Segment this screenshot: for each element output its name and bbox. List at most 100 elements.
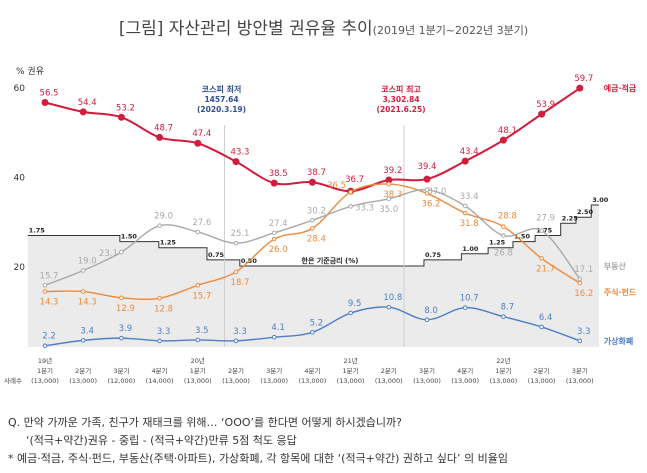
y-tick-label: 60 (14, 84, 26, 94)
x-quarter-label: 2분기 (381, 366, 397, 375)
base-rate-label: 0.75 (425, 251, 442, 259)
x-quarter-label: 1분기 (37, 366, 53, 375)
data-label: 3.5 (195, 326, 209, 336)
data-label: 10.7 (460, 294, 479, 304)
x-sample-size: (13,000) (184, 377, 212, 385)
kospi-annotation-text: 코스피 최저 (202, 84, 242, 94)
data-point (42, 289, 48, 294)
x-quarter-label: 4분기 (152, 366, 168, 375)
kospi-annotation-text: 1457.64 (204, 95, 238, 104)
data-point (501, 224, 506, 229)
data-point (461, 157, 469, 165)
data-label: 14.3 (40, 298, 59, 308)
data-label: 39.4 (418, 162, 437, 172)
subtitle-text: (2019년 1분기~2022년 3분기) (372, 24, 529, 37)
x-year-label: 22년 (496, 356, 510, 365)
data-point (577, 338, 583, 344)
data-label: 33.3 (355, 203, 374, 213)
x-quarter-label: 4분기 (304, 366, 320, 375)
chart-title: [그림] 자산관리 방안별 권유율 추이(2019년 1분기~2022년 3분기… (0, 14, 647, 39)
data-point (501, 233, 506, 238)
data-point (195, 282, 201, 288)
x-year-label: 20년 (191, 356, 205, 365)
base-rate-area (27, 205, 599, 347)
base-rate-label: 3.00 (592, 196, 609, 204)
x-quarter-label: 4분기 (457, 366, 473, 375)
data-point (577, 280, 583, 286)
data-point (80, 268, 86, 273)
data-label: 53.9 (536, 100, 555, 110)
data-label: 43.3 (231, 148, 250, 158)
data-point (271, 236, 277, 242)
data-label: 56.5 (40, 88, 59, 98)
x-sample-size: (13,000) (375, 377, 403, 385)
data-label: 53.2 (116, 103, 135, 113)
data-point (386, 304, 392, 310)
x-quarter-label: 3분기 (572, 366, 588, 375)
kospi-annotation-text: (2021.6.25) (377, 105, 426, 114)
data-label: 14.3 (78, 298, 97, 308)
data-point (232, 158, 240, 166)
data-label: 8.7 (501, 303, 515, 313)
data-label: 36.2 (422, 199, 441, 209)
data-label: 9.5 (348, 299, 362, 309)
data-point (538, 110, 546, 118)
series-legend-label: 주식·펀드 (604, 287, 637, 297)
data-point (499, 136, 507, 144)
data-point (233, 240, 239, 246)
data-point (424, 317, 430, 323)
data-label: 17.1 (574, 265, 593, 275)
data-point (501, 314, 506, 319)
y-axis-label: % 권유 (16, 65, 44, 77)
data-point (539, 324, 544, 330)
data-point (308, 178, 316, 186)
x-quarter-label: 1분기 (343, 366, 359, 375)
scale-note: ‘(적극+약간)권유 - 중립 - (적극+약간)만류 5점 척도 응답 (26, 434, 297, 447)
data-point (310, 218, 315, 223)
series-legend-label: 부동산 (604, 261, 627, 271)
x-sample-size: (13,000) (528, 377, 556, 385)
data-label: 38.3 (383, 190, 402, 200)
kospi-annotation-text: 3,302.84 (383, 95, 420, 104)
base-rate-label: 1.75 (29, 227, 46, 235)
data-label: 3.9 (119, 324, 133, 334)
data-label: 2.2 (42, 332, 56, 342)
data-label: 29.0 (154, 212, 173, 222)
data-point (539, 256, 544, 261)
series-legend-label: 예금·적금 (604, 83, 637, 93)
x-sample-size: (13,000) (489, 377, 517, 385)
base-rate-label: 1.75 (536, 227, 553, 235)
x-sample-size: (13,000) (413, 377, 441, 385)
x-sample-size: (13,000) (451, 377, 479, 385)
data-label: 3.4 (80, 326, 94, 336)
data-point (576, 84, 584, 92)
base-rate-label: 2.50 (577, 208, 594, 216)
x-year-label: 19년 (38, 356, 52, 365)
x-sample-size: (13,000) (566, 377, 594, 385)
data-label: 48.1 (498, 126, 517, 136)
data-label: 38.5 (269, 169, 288, 179)
x-quarter-label: 2분기 (75, 366, 91, 375)
data-label: 10.8 (383, 293, 402, 303)
x-sample-size: (13,000) (337, 377, 365, 385)
x-quarter-label: 2분기 (228, 366, 244, 375)
data-label: 28.8 (498, 212, 517, 222)
x-sample-size: (13,000) (31, 377, 59, 385)
data-point (462, 210, 468, 216)
data-point (156, 133, 164, 141)
data-label: 47.4 (192, 129, 211, 139)
base-rate-title: 한은 기준금리 (%) (302, 256, 359, 265)
data-label: 27.9 (536, 214, 555, 224)
data-point (80, 289, 86, 294)
data-point (271, 230, 277, 236)
sample-size-label: 사례수 (4, 376, 22, 385)
data-label: 12.9 (116, 304, 135, 314)
data-point (539, 228, 544, 233)
x-sample-size: (13,000) (298, 377, 326, 385)
data-point (386, 181, 392, 187)
data-point (386, 196, 392, 202)
data-label: 36.7 (345, 175, 364, 185)
title-text: [그림] 자산관리 방안별 권유율 추이 (118, 19, 373, 39)
data-label: 31.8 (460, 219, 479, 229)
